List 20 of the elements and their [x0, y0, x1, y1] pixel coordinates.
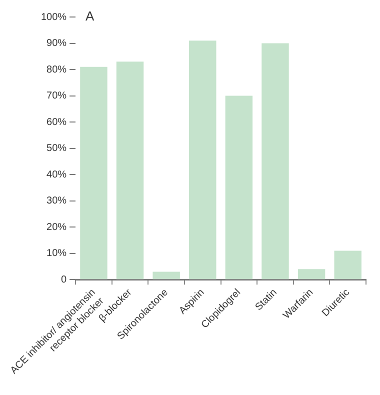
bar: [116, 62, 144, 280]
y-tick-label: 10%: [46, 248, 67, 260]
y-tick-label: 40%: [46, 169, 67, 180]
bar: [225, 96, 253, 280]
y-tick-label: 20%: [46, 222, 67, 233]
bar: [152, 272, 180, 280]
y-tick-label: 60%: [46, 116, 67, 128]
y-tick-label: 50%: [46, 143, 67, 154]
bar: [80, 66, 108, 280]
y-tick-label: 30%: [46, 196, 67, 207]
bar: [262, 43, 289, 280]
y-tick-label: 70%: [46, 90, 67, 102]
y-tick-label: 0: [61, 274, 67, 286]
y-tick-label: 100%: [40, 12, 67, 23]
bar: [189, 40, 216, 280]
y-tick-label: 80%: [46, 64, 67, 76]
bar: [298, 269, 326, 280]
bar: [334, 250, 362, 280]
annotation: A: [86, 8, 95, 24]
y-tick-label: 90%: [46, 38, 67, 50]
